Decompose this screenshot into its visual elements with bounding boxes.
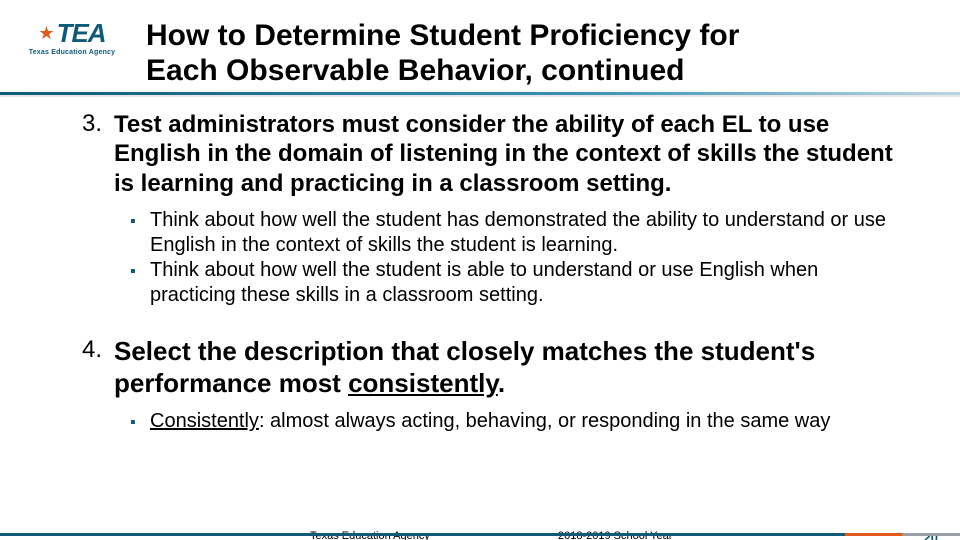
star-icon: ★ — [38, 23, 54, 44]
title-line2: Each Observable Behavior, continued — [146, 54, 685, 87]
item-number: 4. — [82, 336, 114, 364]
sublist-4: ▪ Consistently: almost always acting, be… — [130, 409, 900, 434]
sub-text: Think about how well the student is able… — [150, 258, 900, 308]
item-text: Test administrators must consider the ab… — [114, 110, 900, 198]
page-title: How to Determine Student Proficiency for… — [146, 18, 739, 89]
slide: ★ TEA Texas Education Agency How to Dete… — [0, 0, 960, 540]
sub-text: Think about how well the student has dem… — [150, 208, 900, 258]
tea-logo: ★ TEA Texas Education Agency — [22, 18, 122, 74]
title-underline — [0, 92, 960, 95]
sub-text: Consistently: almost always acting, beha… — [150, 409, 900, 434]
sub-item: ▪ Think about how well the student is ab… — [130, 258, 900, 308]
sublist-3: ▪ Think about how well the student has d… — [130, 208, 900, 308]
footer: Texas Education Agency 2018-2019 School … — [0, 518, 960, 540]
bullet-icon: ▪ — [130, 413, 142, 433]
list-item-4: 4. Select the description that closely m… — [82, 336, 900, 399]
logo-subtitle: Texas Education Agency — [29, 49, 115, 56]
sub-item: ▪ Consistently: almost always acting, be… — [130, 409, 900, 434]
bullet-icon: ▪ — [130, 212, 142, 232]
header: ★ TEA Texas Education Agency How to Dete… — [0, 18, 960, 90]
list-item-3: 3. Test administrators must consider the… — [82, 110, 900, 198]
sub-item: ▪ Think about how well the student has d… — [130, 208, 900, 258]
body: 3. Test administrators must consider the… — [82, 110, 900, 434]
item-number: 3. — [82, 110, 114, 138]
logo-text: TEA — [57, 18, 106, 49]
footer-bar — [0, 533, 960, 536]
bullet-icon: ▪ — [130, 262, 142, 282]
item-text: Select the description that closely matc… — [114, 336, 900, 399]
title-line1: How to Determine Student Proficiency for — [146, 19, 739, 52]
